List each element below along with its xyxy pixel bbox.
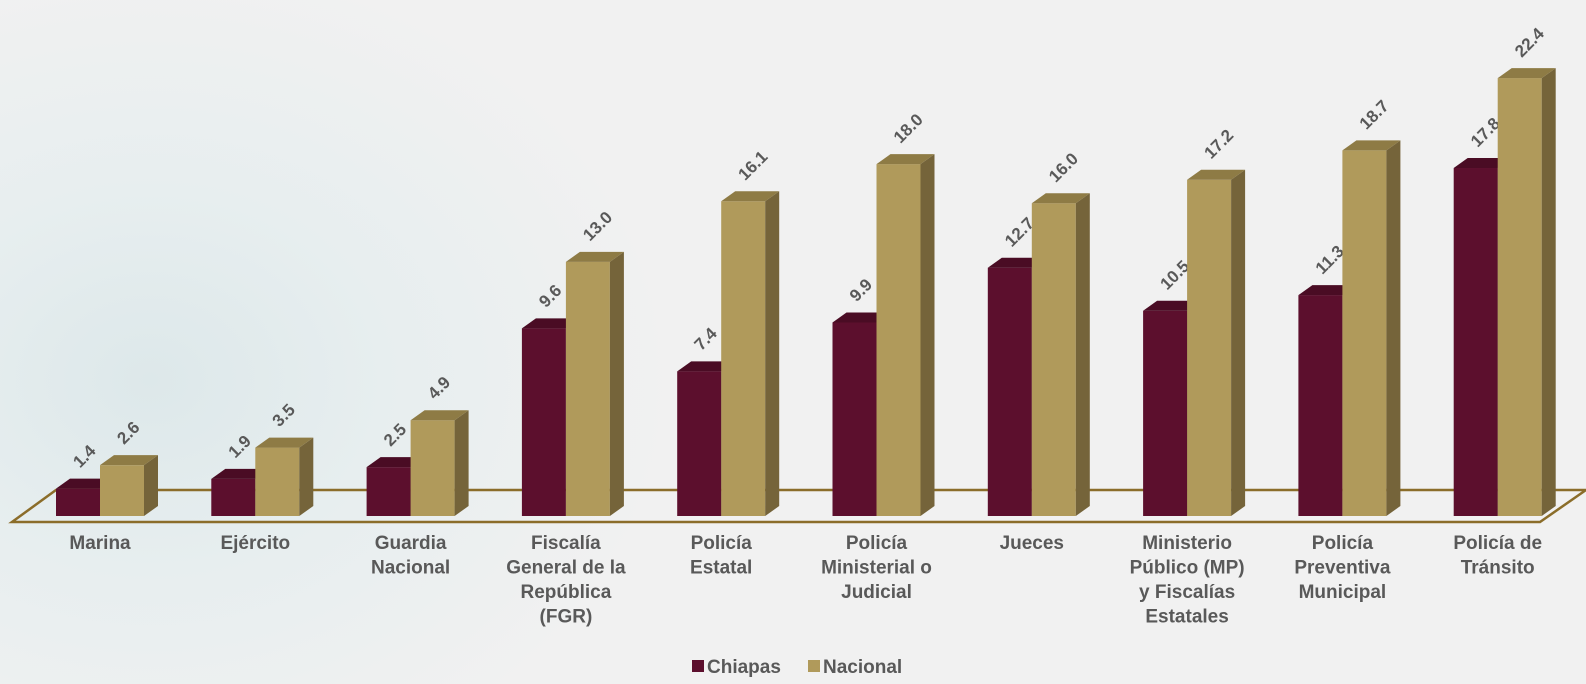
bar-top [1298, 285, 1357, 296]
bar-front [565, 261, 610, 516]
bar-top [1497, 68, 1556, 79]
category-label: Policía de Tránsito [1453, 533, 1542, 579]
bar-front [410, 420, 455, 516]
bar-top [56, 478, 114, 489]
value-label: 7.4 [691, 324, 722, 355]
category-label: Fiscalía General de la República (FGR) [506, 533, 626, 628]
bar-top [876, 154, 935, 165]
bar-top [1342, 140, 1401, 151]
legend-item-chiapas: Chiapas [692, 657, 781, 678]
category-label: Policía Preventiva Municipal [1294, 533, 1391, 603]
legend-swatch [692, 660, 704, 672]
bar-top [987, 257, 1046, 268]
bar-top [721, 191, 780, 202]
bar-nacional-7 [1031, 193, 1090, 516]
category-label: Policía Estatal [690, 533, 752, 579]
value-label: 9.6 [535, 281, 565, 311]
category-label: Ministerio Público (MP) y Fiscalías Estatal… [1130, 533, 1245, 628]
bar-front [677, 371, 722, 516]
bar-front [1342, 150, 1387, 517]
bar-side [144, 455, 158, 516]
value-label: 22.4 [1511, 24, 1548, 61]
bar-front [100, 465, 144, 516]
bar-front [1187, 179, 1232, 517]
bar-front [1298, 295, 1343, 516]
bar-top [366, 457, 425, 468]
bar-top [1187, 169, 1246, 180]
bar-front [1453, 168, 1498, 516]
category-label: Marina [69, 533, 131, 554]
bar-top [255, 437, 314, 448]
bar-front [987, 267, 1032, 516]
bar-front [521, 328, 566, 516]
legend-swatch [808, 660, 820, 672]
bar-top [1453, 158, 1512, 169]
value-label: 17.2 [1200, 126, 1237, 163]
bar-side [454, 410, 469, 516]
bar-nacional-8 [1187, 169, 1246, 517]
legend-item-nacional: Nacional [808, 657, 902, 678]
bar-front [1031, 203, 1076, 516]
bar-side [1541, 68, 1556, 516]
bar-front [1143, 310, 1188, 516]
category-label: Policía Ministerial o Judicial [821, 533, 932, 603]
bar-side [765, 191, 780, 516]
bar-nacional-9 [1342, 140, 1401, 517]
bar-top [565, 251, 624, 262]
value-label: 16.0 [1045, 149, 1082, 186]
value-label: 1.4 [69, 441, 100, 472]
category-label: Ejército [220, 533, 290, 554]
bar-top [100, 455, 158, 466]
value-label: 18.0 [890, 110, 927, 147]
bar-side [1386, 140, 1401, 517]
chart-floor [8, 488, 1586, 524]
bar-front [56, 488, 100, 516]
bar-top [521, 318, 580, 329]
bar-top [410, 410, 469, 421]
bar-front [1497, 78, 1542, 516]
bar-front [832, 322, 877, 516]
bar-nacional-4 [565, 251, 624, 516]
value-label: 3.5 [269, 400, 299, 430]
bar-top [677, 361, 736, 372]
category-label: Jueces [1000, 533, 1064, 554]
bar-top [211, 468, 270, 479]
bar-front [255, 447, 300, 516]
bar-top [1031, 193, 1090, 204]
bar-side [609, 251, 624, 516]
bar-nacional-5 [721, 191, 780, 516]
category-label: Guardia Nacional [371, 533, 450, 579]
value-label: 13.0 [579, 208, 616, 245]
legend-label: Nacional [823, 657, 902, 678]
bar-top [832, 312, 891, 323]
bar-nacional-6 [876, 154, 935, 516]
value-label: 4.9 [424, 373, 454, 403]
value-label: 1.9 [225, 432, 255, 462]
value-label: 18.7 [1356, 96, 1393, 133]
value-label: 2.6 [113, 418, 143, 448]
bar-front [721, 201, 766, 516]
bar-side [299, 437, 314, 516]
bar-side [920, 154, 935, 516]
bar-side [1231, 169, 1246, 517]
value-label: 2.5 [380, 420, 410, 450]
bar-side [1075, 193, 1090, 516]
value-label: 16.1 [735, 147, 772, 184]
legend-label: Chiapas [707, 657, 781, 678]
bar-nacional-10 [1497, 68, 1556, 516]
bar-nacional-1 [100, 455, 158, 516]
bar-front [211, 478, 256, 516]
bar-nacional-3 [410, 410, 469, 516]
bar-front [876, 164, 921, 516]
bar-top [1143, 300, 1202, 311]
bar-nacional-2 [255, 437, 314, 516]
bar-chiapas-1 [56, 478, 114, 516]
bar-front [366, 467, 411, 516]
value-label: 9.9 [846, 275, 876, 305]
